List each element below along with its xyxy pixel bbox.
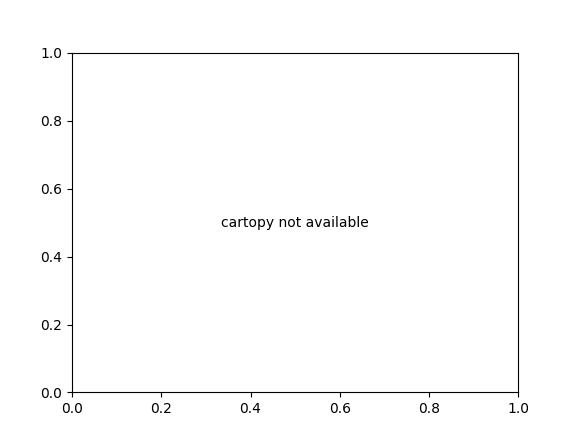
Text: cartopy not available: cartopy not available <box>221 216 369 230</box>
